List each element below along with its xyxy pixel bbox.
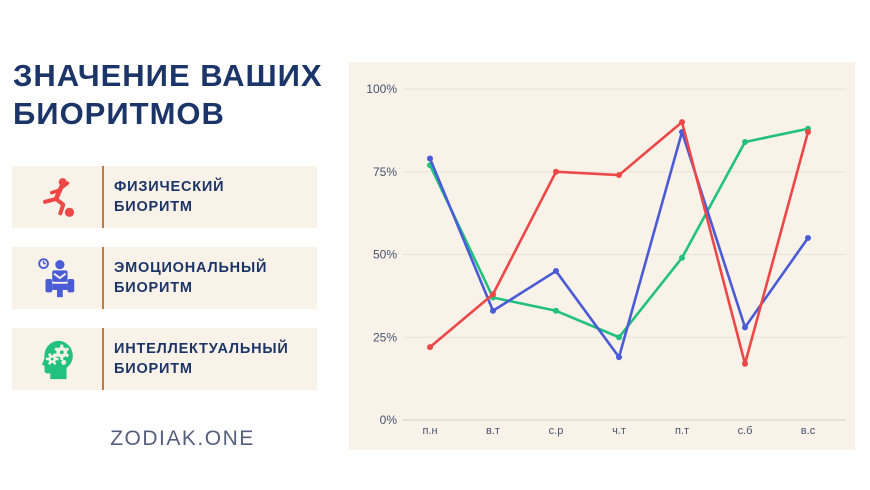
page-title-line1: ЗНАЧЕНИЕ ВАШИХ (13, 58, 323, 93)
legend-label-intellectual-line2: БИОРИТМ (114, 361, 193, 377)
legend-label-emotional-line2: БИОРИТМ (114, 280, 193, 296)
svg-text:25%: 25% (373, 330, 397, 344)
legend-label-intellectual-line1: ИНТЕЛЛЕКТУАЛЬНЫЙ (114, 341, 289, 357)
legend-divider (102, 166, 104, 228)
svg-text:0%: 0% (380, 413, 398, 427)
legend-divider (102, 247, 104, 309)
legend-label-physical-line2: БИОРИТМ (114, 199, 193, 215)
legend-divider (102, 328, 104, 390)
svg-text:75%: 75% (373, 165, 397, 179)
svg-text:п.н: п.н (422, 425, 437, 437)
legend-label-emotional-line1: ЭМОЦИОНАЛЬНЫЙ (114, 260, 268, 276)
legend-item-intellectual: ИНТЕЛЛЕКТУАЛЬНЫЙ БИОРИТМ (12, 328, 317, 390)
svg-text:в.т: в.т (486, 425, 500, 437)
svg-text:100%: 100% (366, 82, 397, 96)
svg-text:с.р: с.р (549, 425, 564, 437)
svg-text:п.т: п.т (675, 425, 689, 437)
legend-label-physical-line1: ФИЗИЧЕСКИЙ (114, 179, 225, 195)
biorhythm-line-chart: 0% 25% 50% 75% 100% п.н в.т с.р ч.т п.т с.б в.с (366, 82, 846, 437)
runner-with-ball-icon (12, 166, 102, 228)
brand-text: ZODIAK.ONE (110, 427, 255, 450)
svg-text:в.с: в.с (801, 425, 816, 437)
legend-item-emotional: ЭМОЦИОНАЛЬНЫЙ БИОРИТМ (12, 247, 317, 309)
legend-item-physical: ФИЗИЧЕСКИЙ БИОРИТМ (12, 166, 317, 228)
svg-text:ч.т: ч.т (612, 425, 626, 437)
page-title-line2: БИОРИТМОВ (13, 96, 225, 131)
page-title: ЗНАЧЕНИЕ ВАШИХ БИОРИТМОВ (13, 57, 323, 133)
svg-text:с.б: с.б (738, 425, 753, 437)
waiting-person-clock-icon (12, 247, 102, 309)
chart-panel: 0% 25% 50% 75% 100% п.н в.т с.р ч.т п.т с.б в.с (349, 62, 855, 450)
head-gears-icon (12, 328, 102, 390)
svg-text:50%: 50% (373, 248, 397, 262)
